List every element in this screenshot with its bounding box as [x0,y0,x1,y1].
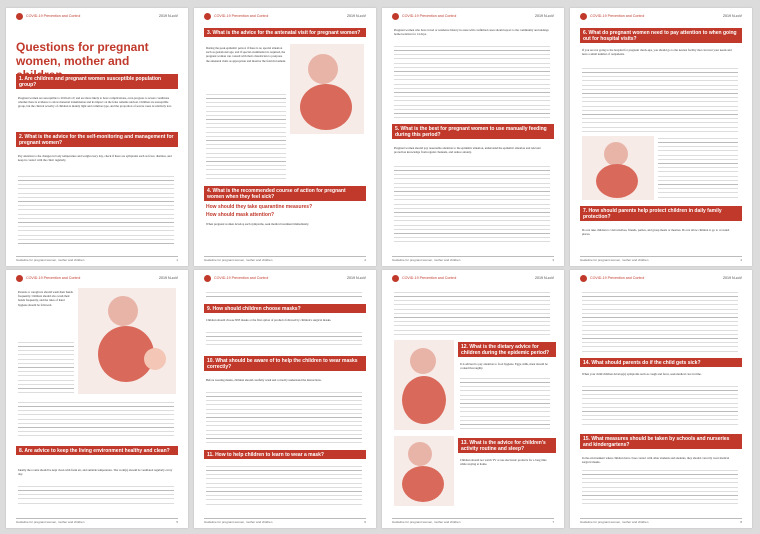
body-text: Pregnant women should pay reasonable att… [394,146,541,155]
body-text-filler [394,44,550,120]
hospital-visit-illustration [582,136,654,200]
body-text-filler [206,390,362,444]
logo-icon [580,275,587,282]
body-text-filler [206,290,362,300]
body-text-filler [582,468,738,506]
body-text: Before wearing masks, children should ca… [206,378,322,382]
section-subheading: How should mask attention? [206,212,275,218]
body-text: Pay attention to the changes in body tem… [18,154,172,163]
page-5: COVID-19 Prevention and Control 2019 N-c… [6,270,188,528]
body-text: Children should not watch TV or use elec… [460,458,547,467]
section-heading: 5. What is the best for pregnant women t… [392,124,554,139]
page-6: COVID-19 Prevention and Control 2019 N-c… [194,270,376,528]
body-text-filler [206,330,362,348]
body-text-filler [18,174,174,244]
body-text: Pregnant women who have travel or reside… [394,28,549,37]
body-text-filler [206,464,362,506]
section-heading: 15. What measures should be taken by sch… [580,434,742,449]
page-7: COVID-19 Prevention and Control 2019 N-c… [382,270,564,528]
section-heading: 8. Are advice to keep the living environ… [16,446,178,455]
section-heading: 1. Are children and pregnant women susce… [16,74,178,89]
body-text: When your child/children develop(s) symp… [582,372,702,376]
page-8: COVID-19 Prevention and Control 2019 N-c… [570,270,752,528]
section-heading: 4. What is the recommended course of act… [204,186,366,201]
logo-icon [580,13,587,20]
section-subheading: How should they take quarantine measures… [206,204,313,210]
body-text-filler [394,290,550,336]
body-text-filler [18,484,174,506]
body-text-filler [582,290,738,354]
body-text: When pregnant women develop such symptom… [206,222,310,226]
body-text: During the peak epidemic period, if ther… [206,46,286,63]
page-header: COVID-19 Prevention and Control 2019 N-c… [392,13,554,21]
body-text-filler [582,384,738,428]
body-text: Pregnant women are susceptible to 2019-n… [18,96,172,109]
family-illustration [394,340,454,430]
hand-washing-illustration [78,288,176,394]
page-3: COVID-19 Prevention and Control 2019 N-c… [382,8,564,266]
body-text: Children should choose N95 masks or the … [206,318,332,322]
section-heading: 13. What is the advice for children's ac… [458,438,556,453]
section-heading: 3. What is the advice for the antenatal … [204,28,366,37]
page-footer: Guideline for pregnant women, mother and… [392,518,554,524]
body-text: Parents or caregivers should wash their … [18,290,73,307]
page-footer: Guideline for pregnant women, mother and… [204,518,366,524]
section-heading: 11. How to help children to learn to wea… [204,450,366,459]
body-text-filler [658,136,738,200]
logo-icon [204,275,211,282]
body-text: In the environment where children have c… [582,456,730,465]
page-header: COVID-19 Prevention and Control 2019 N-c… [16,13,178,21]
body-text: If you are not going to the hospital for… [582,48,732,57]
section-heading: 10. What should be aware of to help the … [204,356,366,371]
section-heading: 9. How should children choose masks? [204,304,366,313]
page-header: COVID-19 Prevention and Control 2019 N-c… [16,275,178,283]
page-header: COVID-19 Prevention and Control 2019 N-c… [204,275,366,283]
page-4: COVID-19 Prevention and Control 2019 N-c… [570,8,752,266]
section-heading: 2. What is the advice for the self-monit… [16,132,178,147]
body-text-filler [460,376,550,430]
section-heading: 14. What should parents do if the child … [580,358,742,367]
activity-illustration [394,436,454,506]
logo-icon [204,13,211,20]
section-heading: 12. What is the dietary advice for child… [458,342,556,357]
body-text: It is advised to pay attention to food h… [460,362,548,371]
page-header: COVID-19 Prevention and Control 2019 N-c… [204,13,366,21]
header-brand: 2019 N-coV [159,14,178,18]
page-footer: Guideline for pregnant women, mother and… [392,256,554,262]
header-title: COVID-19 Prevention and Control [26,14,81,18]
logo-icon [392,13,399,20]
body-text: Ideally the rooms should be kept clean w… [18,468,173,477]
section-heading: 6. What do pregnant women need to pay at… [580,28,742,43]
page-header: COVID-19 Prevention and Control 2019 N-c… [580,13,742,21]
page-footer: Guideline for pregnant women, mother and… [580,518,742,524]
body-text-filler [18,400,174,440]
logo-icon [16,13,23,20]
page-1: COVID-19 Prevention and Control 2019 N-c… [6,8,188,266]
pregnant-woman-illustration [290,44,364,134]
logo-icon [16,275,23,282]
page-2: COVID-19 Prevention and Control 2019 N-c… [194,8,376,266]
page-footer: Guideline for pregnant women, mother and… [16,518,178,524]
body-text-filler [582,66,738,132]
page-footer: Guideline for pregnant women, mother and… [204,256,366,262]
page-header: COVID-19 Prevention and Control 2019 N-c… [392,275,554,283]
page-footer: Guideline for pregnant women, mother and… [16,256,178,262]
section-heading: 7. How should parents help protect child… [580,206,742,221]
page-header: COVID-19 Prevention and Control 2019 N-c… [580,275,742,283]
logo-icon [392,275,399,282]
body-text-filler [206,92,286,182]
page-footer: Guideline for pregnant women, mother and… [580,256,742,262]
body-text: Do not take children to visit relatives,… [582,228,730,237]
body-text-filler [394,164,550,244]
body-text-filler [18,340,74,396]
